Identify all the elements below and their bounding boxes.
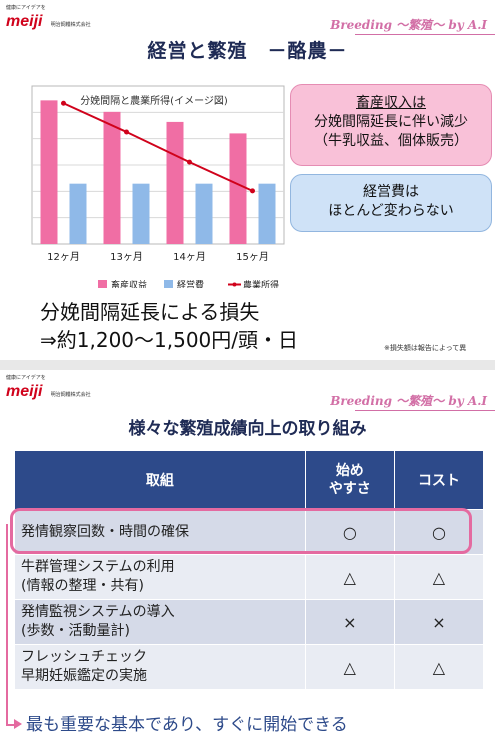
ease-rating-cell: △ xyxy=(304,644,395,690)
slide-economics: 健康にアイデアを meiji 明治飼糧株式会社 Breeding ～繁殖～ by… xyxy=(0,0,495,360)
table-row: 牛群管理システムの利用 (情報の整理・共有) △ △ xyxy=(14,554,485,600)
income-point xyxy=(250,188,255,194)
x-tick-label: 13ヶ月 xyxy=(110,251,143,263)
bar-revenue xyxy=(103,111,121,244)
legend-swatch xyxy=(232,282,237,287)
loss-amount: ⇒約1,200～1,500円/頭・日 xyxy=(40,328,299,352)
initiative-cell: 発情監視システムの導入 (歩数・活動量計) xyxy=(14,599,306,645)
initiative-cell: 牛群管理システムの利用 (情報の整理・共有) xyxy=(14,554,306,600)
bar-cost xyxy=(258,183,276,244)
income-line xyxy=(63,102,253,192)
initiative-cell: フレッシュチェック 早期妊娠鑑定の実施 xyxy=(14,644,306,690)
callout-revenue-line3: （牛乳収益、個体販売） xyxy=(314,133,468,149)
initiatives-table: 取組 始め やすさ コスト 発情観察回数・時間の確保 ○ ○ 牛群管理システムの利用 … xyxy=(14,450,485,690)
brand-caption: Breeding ～繁殖～ by A.I xyxy=(330,18,487,32)
cost-rating-cell: × xyxy=(393,599,485,645)
cost-rating-cell: △ xyxy=(393,644,485,690)
callout-revenue-line2: 分娩間隔延長に伴い減少 xyxy=(314,114,468,130)
logo-mark: meiji xyxy=(6,13,43,30)
brand-underline xyxy=(355,34,495,35)
highlight-frame xyxy=(10,508,472,554)
chart-title: 分娩間隔と農業所得(イメージ図) xyxy=(80,94,228,107)
slide-divider xyxy=(0,360,495,370)
x-tick-label: 14ヶ月 xyxy=(173,251,206,263)
bar-cost xyxy=(132,183,150,244)
legend-swatch xyxy=(98,280,107,288)
highlight-connector xyxy=(6,524,16,726)
table-row: 発情監視システムの導入 (歩数・活動量計) × × xyxy=(14,599,485,645)
ease-rating-cell: ○ xyxy=(304,509,395,555)
callout-cost-line2: ほとんど変わらない xyxy=(328,203,454,219)
callout-cost: 経営費は ほとんど変わらない xyxy=(290,174,492,232)
table-header-row: 取組 始め やすさ コスト xyxy=(14,450,485,510)
x-tick-label: 12ヶ月 xyxy=(47,251,80,263)
x-tick-label: 15ヶ月 xyxy=(236,251,269,263)
slide-initiatives: 健康にアイデアを meiji 明治飼糧株式会社 Breeding ～繁殖～ by… xyxy=(0,370,495,739)
income-point xyxy=(61,100,66,106)
slide-title: 様々な繁殖成績向上の取り組み xyxy=(128,419,367,439)
logo-company: 明治飼糧株式会社 xyxy=(50,22,91,28)
brand-underline xyxy=(355,410,495,411)
ease-rating-cell: × xyxy=(304,599,395,645)
loss-note: ※損失額は報告によって異 xyxy=(384,344,467,352)
callout-revenue: 畜産収入は 分娩間隔延長に伴い減少 （牛乳収益、個体販売） xyxy=(290,84,492,166)
cost-rating-cell: △ xyxy=(393,554,485,600)
slide-title: 経営と繁殖 －酪農－ xyxy=(147,40,348,62)
logo-tagline: 健康にアイデアを xyxy=(6,5,46,11)
logo-mark: meiji xyxy=(6,383,43,400)
logo-company: 明治飼糧株式会社 xyxy=(50,392,91,398)
header-initiative: 取組 xyxy=(14,450,306,510)
key-message: 最も重要な基本であり、すぐに開始できる xyxy=(26,715,348,735)
logo-tagline: 健康にアイデアを xyxy=(6,375,46,381)
header-cost: コスト xyxy=(393,450,485,510)
meiji-logo: 健康にアイデアを meiji 明治飼糧株式会社 xyxy=(6,4,91,30)
income-point xyxy=(124,129,129,135)
legend-label: 畜産収益 xyxy=(111,279,147,288)
legend-swatch xyxy=(164,280,173,288)
callout-cost-line1: 経営費は xyxy=(363,184,419,200)
initiative-cell: 発情観察回数・時間の確保 xyxy=(14,509,306,555)
table-row: フレッシュチェック 早期妊娠鑑定の実施 △ △ xyxy=(14,644,485,690)
bar-revenue xyxy=(40,100,58,244)
meiji-logo: 健康にアイデアを meiji 明治飼糧株式会社 xyxy=(6,374,91,400)
bar-cost xyxy=(69,183,87,244)
legend-label: 経営費 xyxy=(177,279,204,288)
bar-revenue xyxy=(229,133,247,244)
arrow-icon xyxy=(14,719,22,729)
income-point xyxy=(187,159,192,165)
callout-revenue-heading: 畜産収入は xyxy=(356,95,426,111)
brand-caption: Breeding ～繁殖～ by A.I xyxy=(330,394,487,408)
bar-cost xyxy=(195,183,213,244)
legend-label: 農業所得 xyxy=(243,279,279,288)
bar-revenue xyxy=(166,121,184,244)
ease-rating-cell: △ xyxy=(304,554,395,600)
table-row: 発情観察回数・時間の確保 ○ ○ xyxy=(14,509,485,555)
header-ease: 始め やすさ xyxy=(304,450,395,510)
loss-heading: 分娩間隔延長による損失 xyxy=(40,300,260,324)
